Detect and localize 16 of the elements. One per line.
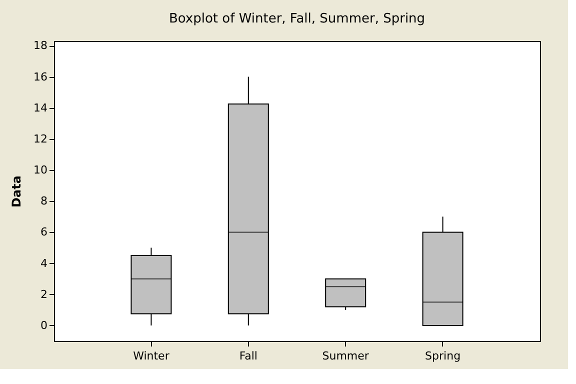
chart-title: Boxplot of Winter, Fall, Summer, Spring xyxy=(168,12,426,27)
x-tick-label: Fall xyxy=(239,350,258,362)
y-axis-title: Data xyxy=(10,176,24,208)
y-tick-label: 0 xyxy=(40,318,48,332)
y-tick-label: 10 xyxy=(34,164,48,177)
x-tick-label: Spring xyxy=(425,350,461,362)
x-tick-label: Winter xyxy=(133,350,170,362)
y-tick-label: 2 xyxy=(40,288,48,301)
y-tick-label: 16 xyxy=(34,70,48,84)
y-tick-label: 12 xyxy=(34,132,48,146)
y-tick-label: 4 xyxy=(40,256,48,270)
y-tick-label: 18 xyxy=(34,39,48,52)
y-tick-label: 6 xyxy=(40,226,48,239)
y-tick-label: 14 xyxy=(34,101,48,114)
y-tick-label: 8 xyxy=(40,194,48,208)
x-tick-label: Summer xyxy=(322,350,370,362)
